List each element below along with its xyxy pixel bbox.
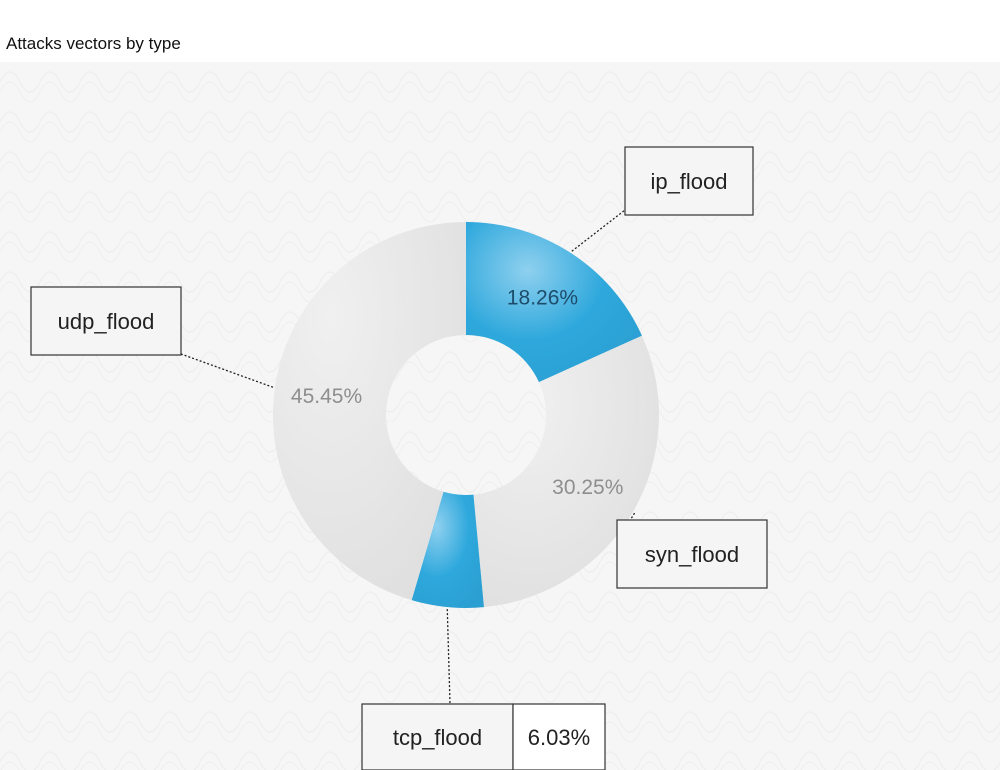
- slice-udp-flood: [273, 222, 466, 601]
- callout-value-box-tcp-flood: [512, 703, 606, 770]
- donut-chart: 18.26% 30.25% 45.45% ip_flood syn_flood tcp_…: [30, 146, 768, 770]
- callout-box-ip-flood: [624, 146, 754, 216]
- callout-label-udp-flood: udp_flood: [58, 309, 155, 334]
- chart-title: Attacks vectors by type: [6, 34, 181, 53]
- donut-slices: [273, 222, 659, 609]
- callout-box-udp-flood: [30, 286, 182, 356]
- callout-label-tcp-flood: tcp_flood: [393, 725, 482, 750]
- slice-syn-flood: [473, 335, 659, 608]
- callout-label-syn-flood: syn_flood: [645, 542, 739, 567]
- value-label-ip-flood: 18.26%: [507, 287, 578, 310]
- chart-area: 18.26% 30.25% 45.45% ip_flood syn_flood tcp_…: [0, 62, 1000, 770]
- callout-box-tcp-flood: [361, 703, 514, 770]
- slice-ip-flood: [466, 222, 642, 383]
- value-label-tcp-flood: 6.03%: [528, 725, 590, 750]
- value-label-udp-flood: 45.45%: [291, 385, 362, 408]
- slice-tcp-flood: [411, 491, 484, 609]
- background-pattern: [0, 62, 1000, 770]
- leader-line-tcp-flood: [446, 609, 451, 705]
- leader-line-udp-flood: [180, 353, 274, 388]
- value-label-syn-flood: 30.25%: [552, 476, 623, 499]
- callout-box-syn-flood: [616, 519, 768, 589]
- leader-line-ip-flood: [571, 209, 626, 252]
- category-callouts: ip_flood syn_flood tcp_flood 6.03% udp_flood: [30, 146, 768, 770]
- callout-label-ip-flood: ip_flood: [650, 169, 727, 194]
- slice-value-labels: 18.26% 30.25% 45.45%: [291, 287, 623, 499]
